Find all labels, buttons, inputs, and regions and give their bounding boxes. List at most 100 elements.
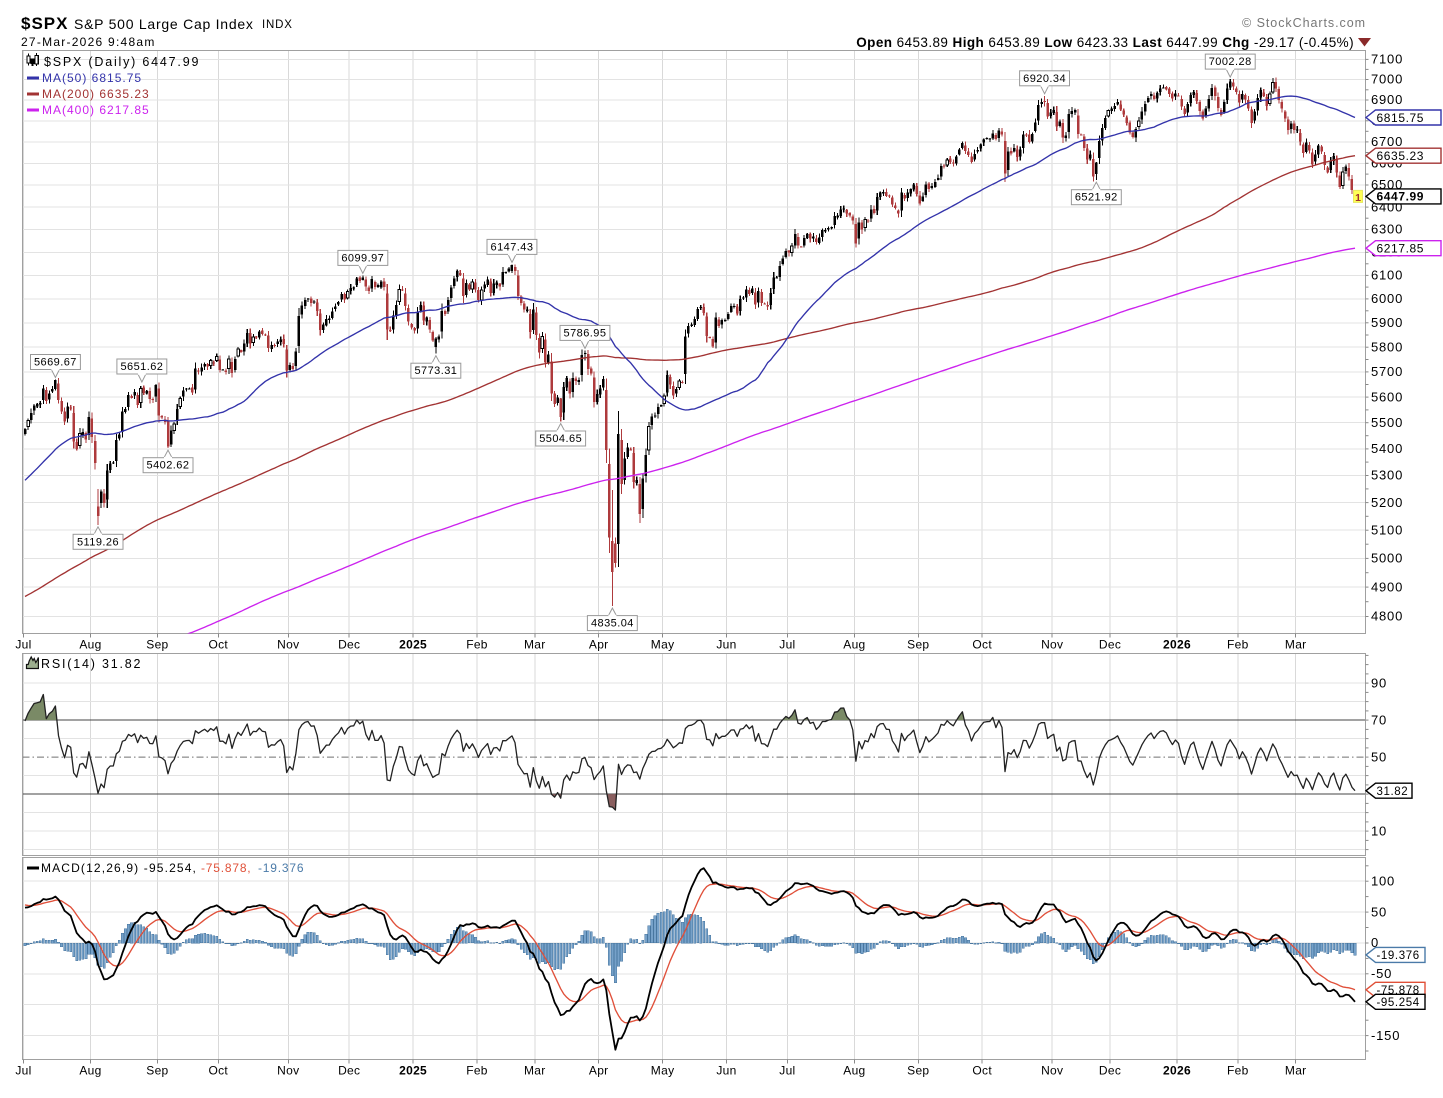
svg-text:5700: 5700	[1371, 364, 1403, 379]
svg-text:5100: 5100	[1371, 522, 1403, 537]
svg-text:5000: 5000	[1371, 551, 1403, 566]
svg-text:5651.62: 5651.62	[120, 361, 163, 373]
svg-text:Aug: Aug	[843, 1064, 865, 1078]
svg-text:Mar: Mar	[524, 638, 546, 652]
svg-text:6900: 6900	[1371, 92, 1403, 107]
svg-text:-150: -150	[1371, 1028, 1400, 1043]
svg-text:2025: 2025	[399, 638, 427, 652]
svg-text:MA(50) 6815.75: MA(50) 6815.75	[42, 71, 142, 85]
svg-text:5900: 5900	[1371, 315, 1403, 330]
svg-text:Nov: Nov	[277, 1064, 299, 1078]
svg-text:5402.62: 5402.62	[147, 460, 190, 472]
svg-text:5300: 5300	[1371, 468, 1403, 483]
svg-text:Sep: Sep	[146, 638, 168, 652]
svg-text:5669.67: 5669.67	[34, 357, 77, 369]
svg-text:4800: 4800	[1371, 609, 1403, 624]
svg-text:Feb: Feb	[466, 1064, 488, 1078]
svg-text:6635.23: 6635.23	[1377, 149, 1425, 163]
svg-text:Sep: Sep	[907, 638, 929, 652]
svg-text:5500: 5500	[1371, 415, 1403, 430]
svg-text:Feb: Feb	[1227, 1064, 1249, 1078]
svg-text:Dec: Dec	[1099, 1064, 1121, 1078]
svg-text:6099.97: 6099.97	[341, 252, 384, 264]
svg-text:2026: 2026	[1163, 638, 1191, 652]
svg-text:7002.28: 7002.28	[1209, 56, 1252, 68]
svg-text:Open 6453.89 High 6453.89 Low: Open 6453.89 High 6453.89 Low 6423.33 La…	[856, 35, 1354, 50]
svg-text:10: 10	[1371, 823, 1387, 838]
svg-text:-50: -50	[1371, 966, 1392, 981]
svg-text:6100: 6100	[1371, 268, 1403, 283]
svg-text:Dec: Dec	[338, 638, 360, 652]
svg-text:MA(200) 6635.23: MA(200) 6635.23	[42, 87, 150, 101]
svg-text:Jun: Jun	[716, 638, 736, 652]
svg-text:May: May	[651, 638, 675, 652]
svg-text:Jul: Jul	[15, 638, 31, 652]
svg-text:6815.75: 6815.75	[1377, 111, 1425, 125]
svg-text:31.82: 31.82	[1377, 786, 1409, 798]
svg-text:Oct: Oct	[209, 638, 229, 652]
svg-text:27-Mar-2026 9:48am: 27-Mar-2026 9:48am	[21, 35, 156, 49]
svg-text:70: 70	[1371, 712, 1387, 727]
svg-text:50: 50	[1371, 904, 1387, 919]
svg-text:Apr: Apr	[589, 638, 609, 652]
svg-text:Sep: Sep	[907, 1064, 929, 1078]
svg-text:Oct: Oct	[972, 638, 992, 652]
svg-text:Mar: Mar	[524, 1064, 546, 1078]
svg-text:MACD(12,26,9) -95.254,: MACD(12,26,9) -95.254,	[41, 861, 197, 875]
svg-text:Mar: Mar	[1285, 638, 1307, 652]
svg-text:6300: 6300	[1371, 222, 1403, 237]
svg-text:6521.92: 6521.92	[1075, 192, 1118, 204]
svg-text:-19.376: -19.376	[258, 861, 304, 875]
svg-text:7100: 7100	[1371, 52, 1403, 67]
svg-text:4900: 4900	[1371, 579, 1403, 594]
svg-text:0: 0	[1371, 935, 1379, 950]
svg-text:6217.85: 6217.85	[1377, 242, 1425, 256]
svg-text:100: 100	[1371, 873, 1395, 888]
svg-text:-95.254: -95.254	[1377, 997, 1420, 1009]
svg-text:6700: 6700	[1371, 134, 1403, 149]
svg-text:Jun: Jun	[716, 1064, 736, 1078]
svg-text:50: 50	[1371, 749, 1387, 764]
svg-text:Aug: Aug	[843, 638, 865, 652]
svg-text:90: 90	[1371, 675, 1387, 690]
svg-text:Feb: Feb	[1227, 638, 1249, 652]
svg-text:1: 1	[1355, 192, 1361, 204]
svg-text:-75.878,: -75.878,	[201, 861, 251, 875]
svg-text:Apr: Apr	[589, 1064, 609, 1078]
svg-text:Mar: Mar	[1285, 1064, 1307, 1078]
svg-text:Oct: Oct	[972, 1064, 992, 1078]
svg-text:5600: 5600	[1371, 389, 1403, 404]
svg-text:MA(400) 6217.85: MA(400) 6217.85	[42, 103, 150, 117]
svg-text:$SPX (Daily) 6447.99: $SPX (Daily) 6447.99	[44, 55, 200, 69]
svg-text:INDX: INDX	[262, 19, 293, 31]
svg-text:-19.376: -19.376	[1377, 950, 1420, 962]
svg-text:6920.34: 6920.34	[1023, 73, 1066, 85]
svg-text:$SPX: $SPX	[21, 14, 68, 33]
svg-text:RSI(14) 31.82: RSI(14) 31.82	[41, 657, 142, 671]
svg-text:2025: 2025	[399, 1064, 427, 1078]
svg-text:4835.04: 4835.04	[591, 618, 634, 630]
svg-text:Dec: Dec	[1099, 638, 1121, 652]
svg-text:6147.43: 6147.43	[491, 241, 534, 253]
svg-text:Feb: Feb	[466, 638, 488, 652]
svg-text:Nov: Nov	[1041, 638, 1063, 652]
svg-text:5773.31: 5773.31	[414, 365, 457, 377]
svg-text:2026: 2026	[1163, 1064, 1191, 1078]
svg-text:May: May	[651, 1064, 675, 1078]
svg-text:5800: 5800	[1371, 339, 1403, 354]
svg-text:Oct: Oct	[209, 1064, 229, 1078]
svg-text:5504.65: 5504.65	[539, 433, 582, 445]
svg-text:5400: 5400	[1371, 441, 1403, 456]
svg-text:6000: 6000	[1371, 291, 1403, 306]
svg-text:5119.26: 5119.26	[77, 536, 119, 548]
svg-text:Aug: Aug	[79, 638, 101, 652]
svg-text:6447.99: 6447.99	[1377, 190, 1425, 204]
svg-text:7000: 7000	[1371, 72, 1403, 87]
svg-text:Jul: Jul	[779, 1064, 795, 1078]
svg-text:Jul: Jul	[779, 638, 795, 652]
svg-text:Aug: Aug	[79, 1064, 101, 1078]
svg-text:5786.95: 5786.95	[564, 327, 607, 339]
svg-text:Dec: Dec	[338, 1064, 360, 1078]
svg-text:Jul: Jul	[15, 1064, 31, 1078]
svg-text:Sep: Sep	[146, 1064, 168, 1078]
